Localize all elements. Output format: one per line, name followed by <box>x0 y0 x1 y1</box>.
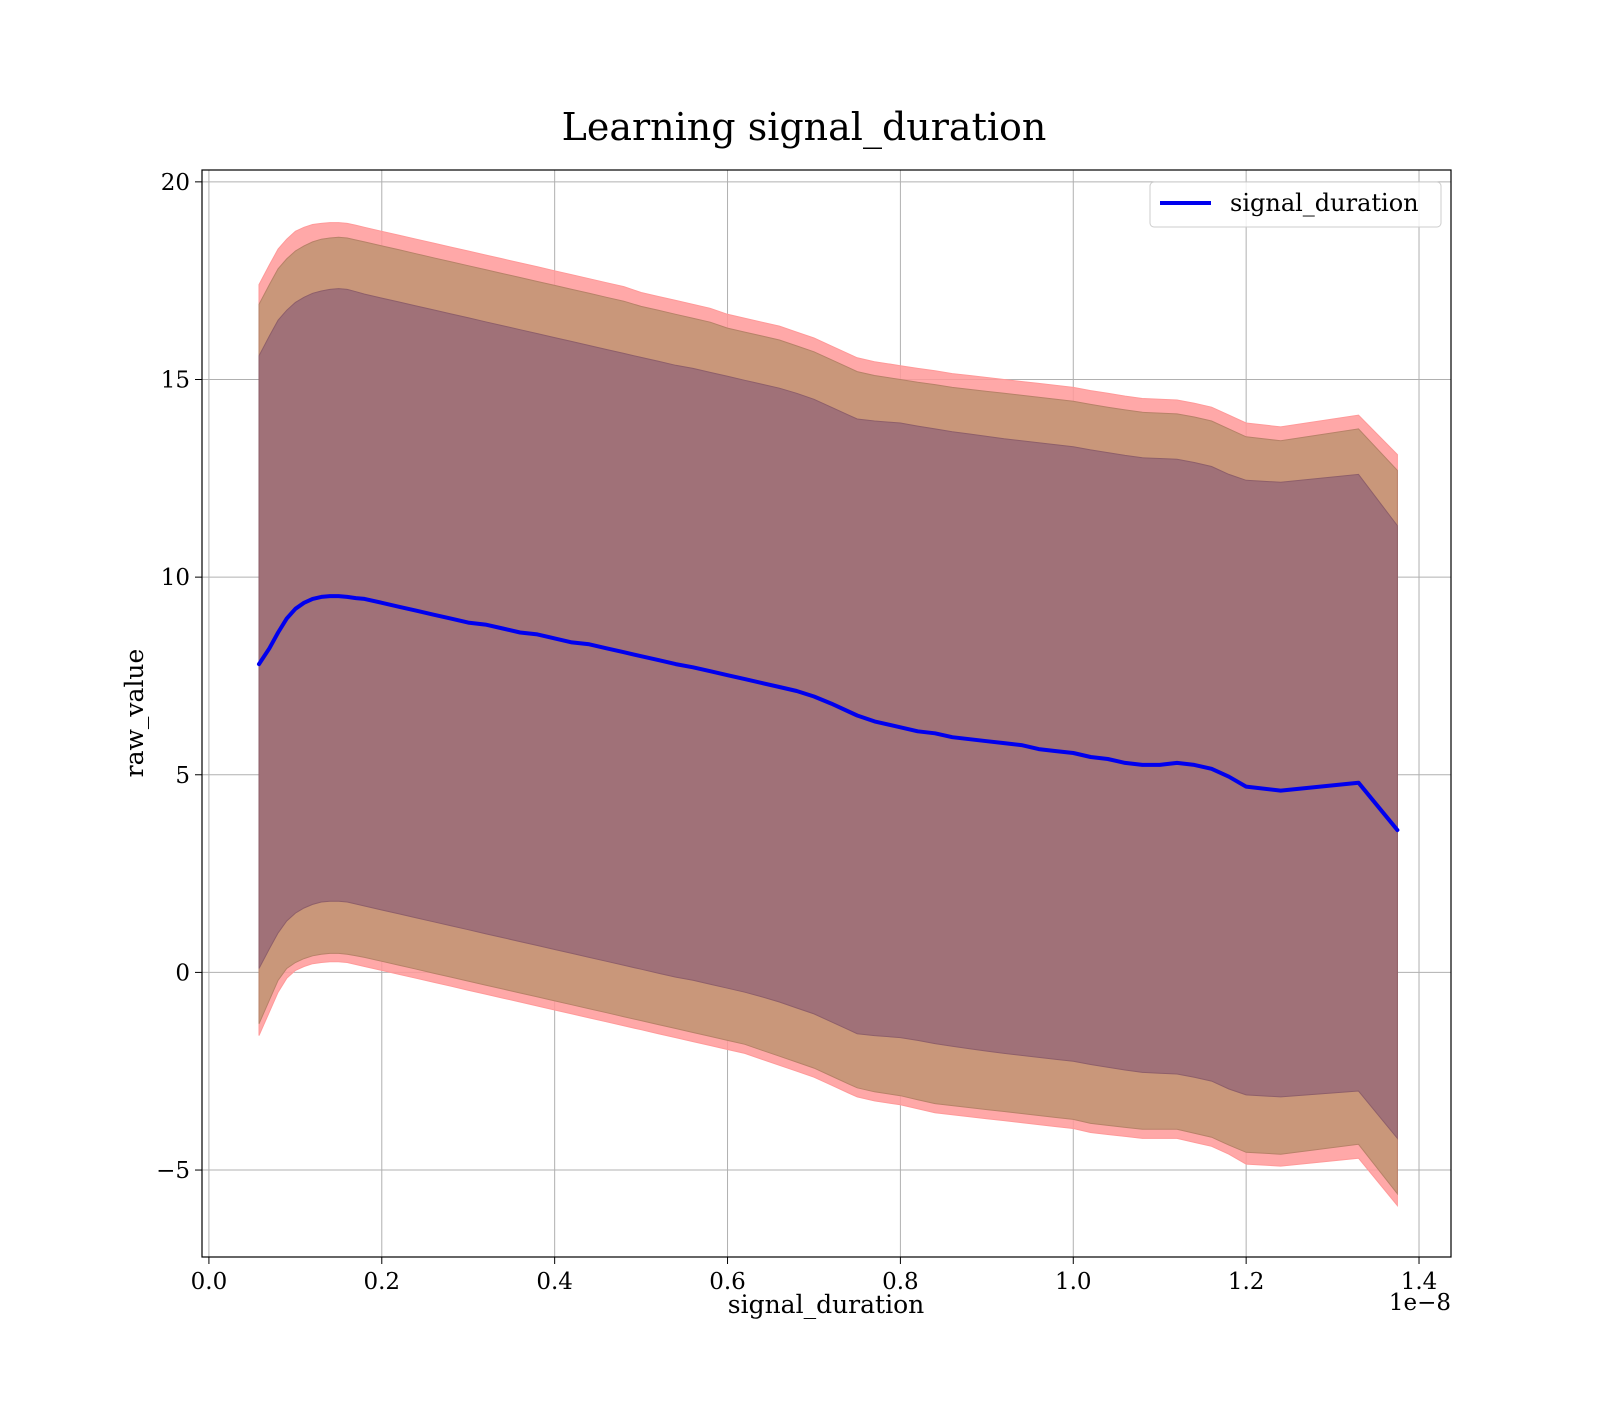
x-axis-offset-label: 1e−8 <box>1389 1290 1451 1316</box>
chart-title: Learning signal_duration <box>562 105 1047 150</box>
x-tick-label: 1.4 <box>1401 1269 1438 1295</box>
x-axis-ticks: 0.0 0.2 0.4 0.6 0.8 1.0 1.2 1.4 <box>191 1257 1438 1295</box>
x-tick-label: 0.0 <box>191 1269 228 1295</box>
confidence-bands <box>258 222 1398 1207</box>
series-line-signal-duration <box>257 594 1400 833</box>
x-tick-label: 0.4 <box>536 1269 573 1295</box>
y-tick-label: 5 <box>175 763 190 789</box>
y-tick-label: −5 <box>156 1158 190 1184</box>
series-lines <box>257 594 1400 833</box>
x-tick-label: 0.2 <box>363 1269 400 1295</box>
y-axis-label: raw_value <box>120 649 149 778</box>
legend-box <box>1149 181 1442 228</box>
plot-frame <box>201 169 1452 1258</box>
x-tick-label: 1.0 <box>1055 1269 1092 1295</box>
x-tick-label: 1.2 <box>1228 1269 1265 1295</box>
x-tick-label: 0.8 <box>882 1269 919 1295</box>
y-axis-ticks: −5 0 5 10 15 20 <box>156 170 202 1184</box>
x-axis-label: signal_duration <box>728 1290 924 1319</box>
legend: signal_duration <box>1149 181 1442 228</box>
y-tick-label: 0 <box>175 960 190 986</box>
legend-label: signal_duration <box>1230 189 1419 217</box>
y-tick-label: 20 <box>161 170 190 196</box>
inner-confidence-band <box>258 288 1398 1140</box>
y-tick-label: 15 <box>161 367 190 393</box>
y-tick-label: 10 <box>161 565 190 591</box>
x-tick-label: 0.6 <box>709 1269 746 1295</box>
